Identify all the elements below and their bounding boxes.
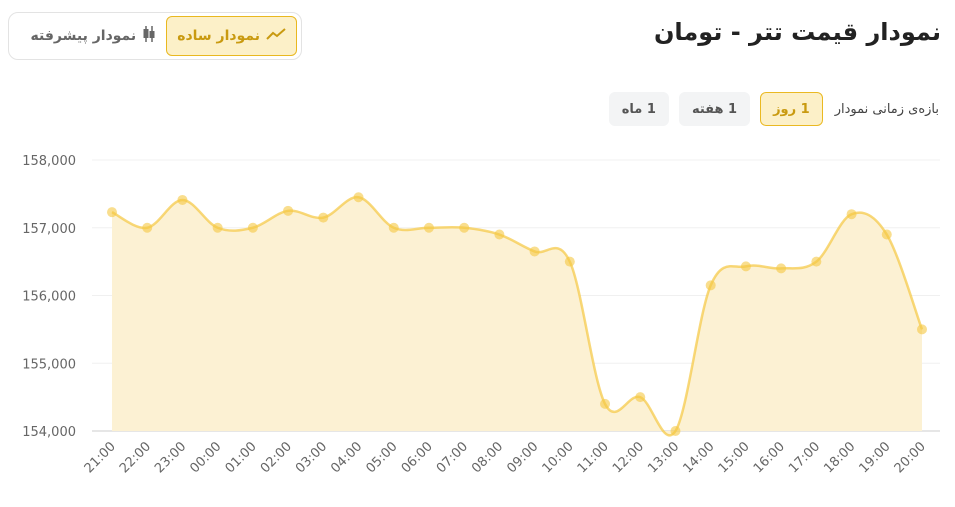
data-point	[423, 222, 434, 233]
data-point	[318, 212, 329, 223]
advanced-chart-label: نمودار پیشرفته	[30, 28, 137, 44]
range-1-day-button[interactable]: 1 روز	[760, 92, 823, 126]
x-tick-label: 17:00	[786, 439, 823, 476]
data-point	[353, 192, 364, 203]
data-point	[494, 229, 505, 240]
range-1-week-button[interactable]: 1 هفته	[678, 92, 751, 126]
data-point	[881, 229, 892, 240]
x-tick-label: 13:00	[645, 439, 682, 476]
data-point	[177, 194, 188, 205]
data-point	[212, 222, 223, 233]
data-point	[142, 222, 153, 233]
data-point	[635, 392, 646, 403]
x-tick-label: 23:00	[152, 439, 189, 476]
line-chart-icon	[266, 27, 286, 45]
y-tick-label: 158,000	[22, 154, 76, 169]
price-area	[112, 197, 922, 436]
x-tick-label: 03:00	[293, 439, 330, 476]
x-tick-label: 04:00	[328, 439, 365, 476]
x-tick-label: 19:00	[857, 439, 894, 476]
data-point	[283, 205, 294, 216]
page-title: نمودار قیمت تتر - تومان	[653, 18, 941, 46]
x-tick-label: 02:00	[258, 439, 295, 476]
data-point	[107, 207, 117, 218]
x-tick-label: 08:00	[469, 439, 506, 476]
chart-type-toggle: نمودار ساده نمودار پیشرفته	[8, 12, 302, 60]
time-range-label: بازه‌ی زمانی نمودار	[834, 101, 939, 117]
data-point	[459, 222, 470, 233]
data-point	[600, 398, 611, 409]
data-point	[917, 324, 927, 335]
x-tick-label: 10:00	[540, 439, 577, 476]
data-point	[846, 209, 857, 220]
simple-chart-button[interactable]: نمودار ساده	[166, 16, 297, 56]
x-tick-label: 01:00	[223, 439, 260, 476]
data-point	[705, 280, 716, 291]
x-tick-label: 15:00	[716, 439, 753, 476]
y-tick-label: 155,000	[22, 357, 76, 372]
x-tick-label: 11:00	[575, 439, 612, 476]
x-tick-label: 22:00	[117, 439, 154, 476]
data-point	[247, 222, 258, 233]
x-tick-label: 12:00	[610, 439, 647, 476]
x-tick-label: 20:00	[892, 439, 929, 476]
y-tick-label: 154,000	[22, 425, 76, 440]
data-point	[670, 426, 681, 436]
data-point	[388, 222, 399, 233]
x-tick-label: 09:00	[504, 439, 541, 476]
data-point	[811, 256, 822, 267]
y-tick-label: 156,000	[22, 290, 76, 305]
y-tick-label: 157,000	[22, 222, 76, 237]
data-point	[529, 246, 540, 257]
time-range-selector: بازه‌ی زمانی نمودار 1 روز 1 هفته 1 ماه	[608, 92, 939, 126]
data-point	[740, 261, 751, 272]
x-tick-label: 14:00	[680, 439, 717, 476]
data-point	[776, 263, 787, 274]
candlestick-icon	[142, 25, 156, 47]
range-1-month-button[interactable]: 1 ماه	[608, 92, 669, 126]
x-tick-label: 18:00	[821, 439, 858, 476]
x-tick-label: 21:00	[82, 439, 119, 476]
x-tick-label: 07:00	[434, 439, 471, 476]
advanced-chart-button[interactable]: نمودار پیشرفته	[21, 17, 167, 55]
x-tick-label: 00:00	[187, 439, 224, 476]
data-point	[564, 256, 575, 267]
x-tick-label: 16:00	[751, 439, 788, 476]
x-tick-label: 05:00	[363, 439, 400, 476]
x-tick-label: 06:00	[399, 439, 436, 476]
simple-chart-label: نمودار ساده	[177, 28, 260, 44]
